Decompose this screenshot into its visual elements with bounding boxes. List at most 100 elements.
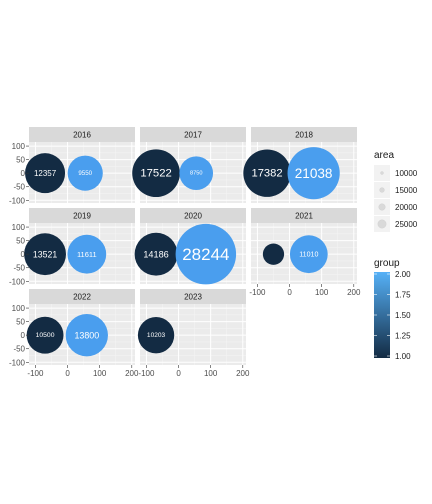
facet-strip-label: 2021 — [295, 212, 313, 221]
bubble-point — [243, 149, 291, 197]
facet-panel-2018: 2018 17382 21038 — [243, 127, 357, 203]
data-label: 13800 — [74, 331, 99, 341]
data-label: 11010 — [299, 251, 318, 259]
facet-strip — [251, 127, 357, 142]
y-tick-label: 50 — [16, 318, 25, 327]
facet-strip — [140, 127, 246, 142]
facet-strip-label: 2019 — [73, 212, 91, 221]
legend-label: 2.00 — [395, 270, 411, 279]
bubble-point — [67, 234, 107, 274]
bubble-point — [25, 153, 66, 194]
plot-area: 17522 8750 — [132, 142, 246, 203]
facet-panel-2016: 2016 12357 9550 100 50 0 -50 -100 — [9, 127, 135, 205]
data-label: 14186 — [143, 250, 168, 260]
legend-label: 15000 — [395, 186, 418, 195]
data-label: 12357 — [34, 169, 57, 178]
facet-strip-label: 2017 — [184, 131, 202, 140]
facet-strip — [251, 208, 357, 223]
y-tick-label: -50 — [13, 264, 25, 273]
bubble-point — [175, 223, 237, 285]
data-label: 28244 — [182, 245, 229, 264]
legend-title: area — [374, 150, 394, 161]
legend-label: 20000 — [395, 203, 418, 212]
facet-panel-2021: 2021 11010 -100 0 100 200 — [249, 208, 361, 297]
x-tick-label: 200 — [236, 369, 250, 378]
y-tick-label: 100 — [12, 223, 26, 232]
plot-area: 11010 — [251, 223, 357, 284]
x-tick-label: -100 — [249, 288, 266, 297]
data-label: 17522 — [140, 168, 171, 180]
bubble-point — [134, 232, 178, 276]
facet-strip — [29, 289, 135, 304]
x-tick-label: 200 — [347, 288, 361, 297]
legend-size-key — [380, 171, 384, 175]
x-tick-label: 100 — [204, 369, 218, 378]
plot-area: 14186 28244 — [134, 223, 246, 285]
bubble-point — [262, 243, 285, 265]
legend-label: 10000 — [395, 169, 418, 178]
facet-strip — [140, 208, 246, 223]
x-tick-label: 0 — [176, 369, 181, 378]
data-label: 21038 — [295, 166, 333, 181]
plot-area: 17382 21038 — [243, 142, 357, 203]
x-tick-label: -100 — [138, 369, 155, 378]
legend-label: 1.25 — [395, 332, 411, 341]
legend-label: 1.50 — [395, 311, 411, 320]
data-label: 13521 — [33, 250, 57, 260]
bubble-point — [24, 233, 66, 276]
bubble-point — [287, 147, 340, 200]
legend-colorbar — [374, 272, 390, 358]
y-tick-label: -100 — [9, 196, 26, 205]
data-label: 10203 — [147, 332, 166, 339]
y-tick-label: -100 — [9, 277, 26, 286]
data-label: 8750 — [190, 171, 203, 177]
data-label: 9550 — [78, 170, 92, 177]
y-tick-label: 50 — [16, 156, 25, 165]
y-tick-label: 0 — [21, 331, 26, 340]
bubble-point — [137, 316, 175, 354]
y-tick-label: 0 — [21, 169, 26, 178]
legend-label: 1.00 — [395, 352, 411, 361]
bubble-point — [65, 314, 108, 357]
legend-size-key — [379, 187, 385, 193]
x-tick-label: 200 — [125, 369, 139, 378]
legend-size-key — [378, 203, 386, 211]
facet-strip — [29, 208, 135, 223]
legend-title: group — [374, 258, 400, 269]
bubble-point — [289, 235, 328, 274]
facet-strip-label: 2020 — [184, 212, 202, 221]
y-tick-label: -50 — [13, 345, 25, 354]
data-label: 11611 — [77, 250, 97, 259]
facet-strip-label: 2022 — [73, 293, 91, 302]
data-label: 17382 — [251, 168, 282, 180]
plot-area: 10500 13800 — [26, 304, 135, 365]
y-tick-label: 100 — [12, 304, 26, 313]
x-tick-label: 0 — [287, 288, 292, 297]
x-tick-label: 100 — [93, 369, 107, 378]
y-tick-label: 100 — [12, 142, 26, 151]
bubble-point — [26, 316, 64, 354]
legend-size-key — [377, 219, 387, 229]
x-tick-label: 100 — [315, 288, 329, 297]
bubble-point — [132, 149, 180, 198]
facet-panel-2020: 2020 14186 28244 — [134, 208, 246, 285]
facet-strip — [29, 127, 135, 142]
facet-strip-label: 2016 — [73, 131, 91, 140]
legend-label: 25000 — [395, 220, 418, 229]
facet-strip-label: 2018 — [295, 131, 313, 140]
y-tick-label: -50 — [13, 183, 25, 192]
data-label: 10500 — [36, 332, 55, 339]
y-tick-label: -100 — [9, 358, 26, 367]
plot-area: 10203 — [137, 304, 246, 365]
facet-strip-label: 2023 — [184, 293, 202, 302]
y-tick-label: 0 — [21, 250, 26, 259]
x-tick-label: 0 — [65, 369, 70, 378]
x-tick-label: -100 — [27, 369, 44, 378]
facet-panel-2022: 2022 10500 13800 100 50 0 -50 -100-100 0 100 200 — [9, 289, 139, 378]
legend-label: 1.75 — [395, 291, 411, 300]
facet-strip — [140, 289, 246, 304]
y-tick-label: 50 — [16, 237, 25, 246]
